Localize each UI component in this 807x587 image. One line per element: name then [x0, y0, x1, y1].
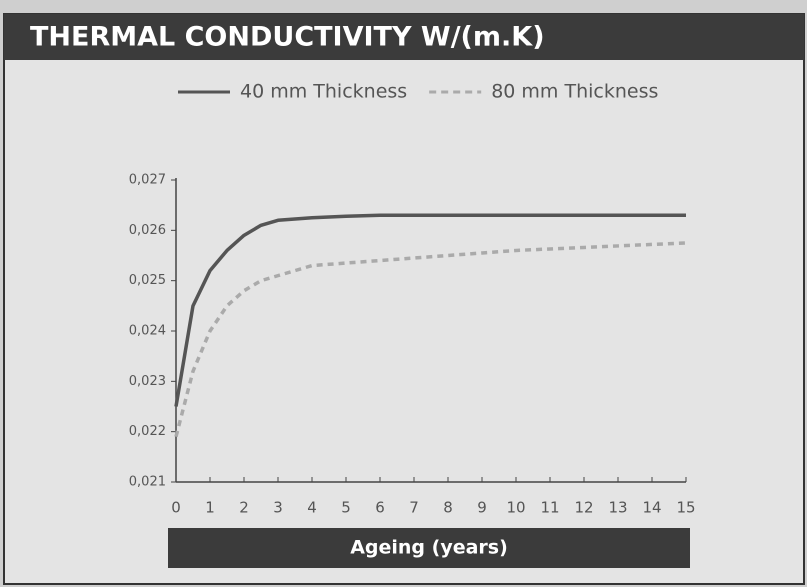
x-tick-label: 11 [540, 499, 559, 517]
x-tick-label: 4 [307, 499, 317, 517]
legend-label: 40 mm Thickness [240, 81, 407, 103]
series-line [174, 213, 686, 407]
x-tick-label: 0 [171, 499, 181, 517]
x-tick-label: 6 [375, 499, 385, 517]
x-tick-label: 7 [409, 499, 419, 517]
x-tick-label: 13 [608, 499, 627, 517]
title-bar [4, 14, 804, 60]
panel [3, 13, 805, 585]
y-tick-label: 0,022 [129, 424, 166, 439]
x-label-bar [168, 528, 690, 568]
legend-label: 80 mm Thickness [491, 81, 658, 103]
x-tick-label: 5 [341, 499, 351, 517]
x-tick-label: 12 [574, 499, 593, 517]
x-tick-label: 10 [506, 499, 525, 517]
x-axis-label: Ageing (years) [350, 537, 508, 559]
x-tick-label: 3 [273, 499, 283, 517]
y-tick-label: 0,023 [129, 374, 166, 389]
series-line [174, 241, 687, 438]
x-tick-label: 2 [239, 499, 249, 517]
y-tick-label: 0,025 [129, 273, 166, 288]
x-tick-label: 8 [443, 499, 453, 517]
chart-title: THERMAL CONDUCTIVITY W/(m.K) [30, 22, 545, 53]
y-tick-label: 0,026 [129, 223, 166, 238]
x-tick-label: 15 [676, 499, 695, 517]
y-tick-label: 0,021 [129, 475, 166, 490]
y-tick-label: 0,027 [129, 173, 166, 188]
y-tick-label: 0,024 [129, 324, 166, 339]
x-tick-label: 1 [205, 499, 215, 517]
x-tick-label: 9 [477, 499, 487, 517]
x-tick-label: 14 [642, 499, 661, 517]
